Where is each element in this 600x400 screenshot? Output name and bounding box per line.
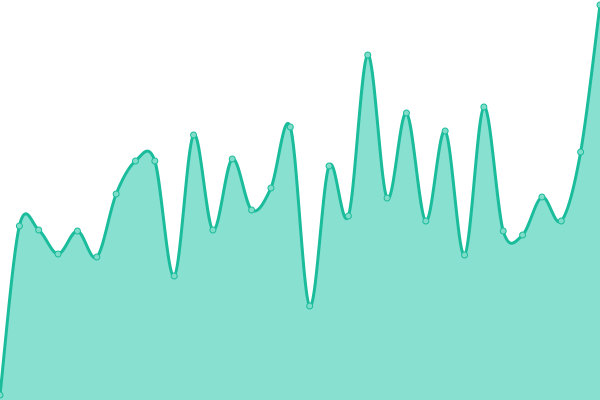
data-point-23	[441, 127, 449, 135]
data-point-21	[402, 109, 410, 117]
data-point-17	[325, 162, 333, 170]
data-point-30	[577, 148, 585, 156]
data-point-4	[73, 227, 81, 235]
data-point-16	[306, 302, 314, 310]
data-point-9	[170, 272, 178, 280]
data-point-22	[422, 217, 430, 225]
area-fill	[0, 5, 600, 400]
data-point-28	[538, 193, 546, 201]
data-point-6	[112, 190, 120, 198]
data-point-31	[596, 1, 600, 9]
data-point-24	[461, 251, 469, 259]
data-point-11	[209, 226, 217, 234]
data-point-10	[190, 131, 198, 139]
data-point-1	[15, 222, 23, 230]
data-point-5	[93, 253, 101, 261]
data-point-3	[54, 250, 62, 258]
data-point-20	[383, 194, 391, 202]
data-point-27	[519, 231, 527, 239]
data-point-18	[344, 212, 352, 220]
data-point-13	[248, 206, 256, 214]
data-point-7	[131, 157, 139, 165]
data-point-26	[499, 227, 507, 235]
data-point-0	[0, 391, 4, 399]
data-point-14	[267, 184, 275, 192]
data-point-2	[35, 226, 43, 234]
data-point-12	[228, 155, 236, 163]
data-point-15	[286, 123, 294, 131]
data-point-8	[151, 157, 159, 165]
series-line	[0, 4, 600, 396]
data-point-25	[480, 103, 488, 111]
data-point-29	[557, 217, 565, 225]
data-point-19	[364, 51, 372, 59]
